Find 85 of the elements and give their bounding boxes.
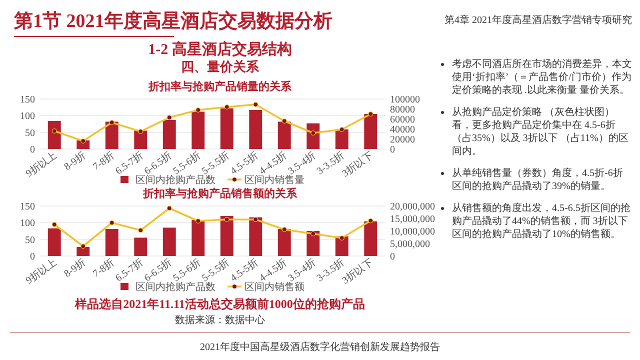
legend-label: 区间内销售量 (244, 174, 304, 186)
point (166, 115, 172, 120)
bar (220, 108, 234, 149)
point (310, 231, 316, 236)
bar (249, 110, 262, 149)
x-tick-label: 8-9折 (62, 256, 88, 280)
point (310, 130, 316, 136)
bar (278, 229, 291, 256)
point (339, 236, 344, 240)
y2-tick-label: 20,000,000 (390, 202, 435, 212)
bar (105, 122, 118, 149)
y-tick-label: 100 (20, 111, 35, 122)
point (224, 104, 230, 110)
point (282, 118, 287, 124)
text: 从销售额的角度出发，4.5-6.5折区间的抢购产品撬动了44%的销售额，而 3折以下区间的抢购产品撬动了10%的销售额。 (452, 203, 630, 240)
bar (192, 220, 205, 256)
point (52, 222, 57, 227)
y2-tick-label: 60000 (390, 114, 415, 126)
point (224, 217, 230, 222)
y2-tick-label: 10,000,000 (390, 226, 435, 238)
y2-tick-label: 5,000,000 (390, 239, 430, 250)
source-note: 数据来源：数据中心 (174, 314, 266, 327)
bar (364, 221, 378, 256)
chart-title: 折扣率与抢购产品销售额的关系 (142, 186, 298, 201)
y2-tick-label: 0 (390, 144, 395, 156)
text: 从单纯销售量（券数）角度，4.5折-6折区间的抢购产品撬动了39%的销量。 (452, 168, 623, 192)
bar (278, 122, 291, 149)
legend-label: 区间内抢购产品数 (136, 281, 216, 293)
point (80, 244, 86, 249)
text: 第4章 2021年度高星酒店数字营销专项研究 (444, 14, 632, 27)
bar (220, 216, 234, 256)
bar (105, 229, 118, 256)
point (80, 138, 86, 144)
y-tick-label: 50 (25, 128, 35, 139)
text: 从抢购产品定价策略 （灰色柱状图）看，更多抢购产品定价集中在 4.5-6折（占35%）以及 3折以下 （占11%）的区间内。 (452, 107, 628, 157)
y2-tick-label: 0 (390, 252, 395, 262)
point (339, 127, 344, 132)
point (368, 218, 374, 224)
x-tick-label: 7-8折 (90, 256, 117, 280)
point (196, 108, 201, 112)
y2-tick-label: 15,000,000 (390, 214, 435, 225)
point (368, 112, 374, 116)
bar (335, 236, 348, 256)
legend-label: 区间内销售额 (244, 281, 304, 293)
point (196, 218, 201, 224)
point (52, 128, 57, 134)
text: 四、量价关系 (180, 58, 260, 76)
bar (48, 228, 61, 256)
text: 1-2 高星酒店交易结构 (147, 40, 293, 59)
x-tick-label: 8-9折 (62, 150, 88, 173)
bar (249, 217, 262, 256)
chart-title: 折扣率与抢购产品销量的关系 (147, 80, 292, 94)
text: 考虑不同酒店所在市场的消费差异，本文使用‘折扣率’（＝产品售价/门市价）作为定价策略的表现 .以此来衡量 量价关系。 (452, 59, 632, 96)
y-tick-label: 100 (20, 218, 35, 230)
bar (192, 112, 205, 149)
bar (76, 247, 90, 256)
bar (162, 228, 176, 256)
legend-label: 区间内抢购产品数 (136, 174, 216, 186)
point (138, 228, 144, 233)
y-tick-label: 50 (25, 234, 35, 246)
y2-tick-label: 20000 (390, 134, 415, 146)
text: 第1节 2021年度高星酒店交易数据分析 (14, 10, 332, 34)
y2-tick-label: 40000 (390, 124, 415, 136)
bar (162, 120, 176, 149)
point (166, 206, 172, 211)
text: 2021年度中国高星级酒店数字化营销创新发展趋势报告 (199, 340, 441, 354)
bar (335, 129, 348, 149)
text: 样品选自2021年11.11活动总交易额前1000位的抢购产品 (74, 296, 366, 313)
point (253, 217, 258, 222)
y-tick-label: 150 (20, 94, 35, 106)
x-tick-label: 7-8折 (90, 150, 117, 173)
y-tick-label: 0 (30, 144, 35, 156)
bar (134, 238, 148, 256)
y2-tick-label: 80000 (390, 104, 415, 116)
bar (134, 130, 148, 149)
bar (48, 121, 61, 149)
point (138, 129, 144, 134)
y-tick-label: 0 (30, 252, 35, 262)
bar (364, 114, 378, 149)
y-tick-label: 150 (20, 202, 35, 212)
point (282, 227, 287, 232)
point (253, 102, 258, 107)
point (109, 120, 114, 125)
point (109, 220, 114, 226)
y2-tick-label: 100000 (390, 94, 420, 106)
